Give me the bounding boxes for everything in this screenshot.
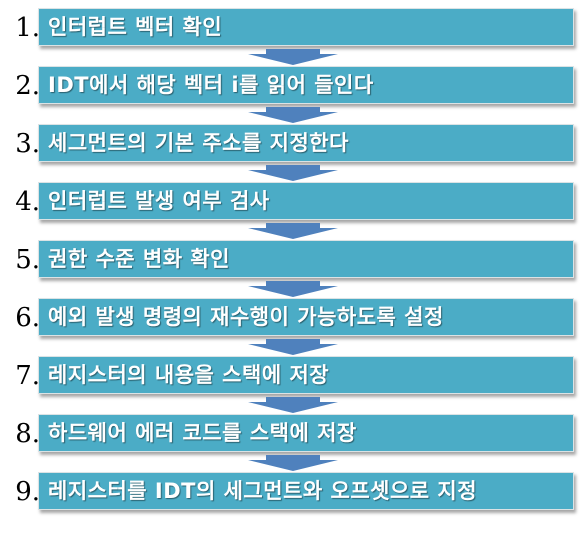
step-4: 4. 인터럽트 발생 여부 검사 — [0, 180, 586, 224]
step-label: 세그먼트의 기본 주소를 지정한다 — [48, 131, 349, 155]
down-arrow-icon — [248, 397, 338, 413]
step-number: 3. — [15, 129, 40, 159]
step-label: 예외 발생 명령의 재수행이 가능하도록 설정 — [48, 305, 444, 329]
step-2: 2. IDT에서 해당 벡터 i를 읽어 들인다 — [0, 64, 586, 108]
step-box: 레지스터의 내용을 스택에 저장 — [38, 356, 574, 394]
down-arrow-icon — [248, 107, 338, 123]
step-label: 레지스터를 IDT의 세그먼트와 오프셋으로 지정 — [48, 479, 478, 503]
step-number: 5. — [15, 245, 40, 275]
step-number: 7. — [15, 361, 40, 391]
step-5: 5. 권한 수준 변화 확인 — [0, 238, 586, 282]
step-number: 8. — [15, 419, 40, 449]
step-7: 7. 레지스터의 내용을 스택에 저장 — [0, 354, 586, 398]
step-1: 1. 인터럽트 벡터 확인 — [0, 6, 586, 50]
step-label: 권한 수준 변화 확인 — [48, 247, 230, 271]
step-label: 하드웨어 에러 코드를 스택에 저장 — [48, 421, 357, 445]
step-number: 1. — [15, 13, 40, 43]
down-arrow-icon — [248, 223, 338, 239]
step-box: 레지스터를 IDT의 세그먼트와 오프셋으로 지정 — [38, 472, 574, 510]
step-6: 6. 예외 발생 명령의 재수행이 가능하도록 설정 — [0, 296, 586, 340]
step-box: 인터럽트 벡터 확인 — [38, 8, 574, 46]
step-number: 6. — [15, 303, 40, 333]
down-arrow-icon — [248, 455, 338, 471]
step-box: 예외 발생 명령의 재수행이 가능하도록 설정 — [38, 298, 574, 336]
step-box: 권한 수준 변화 확인 — [38, 240, 574, 278]
step-box: IDT에서 해당 벡터 i를 읽어 들인다 — [38, 66, 574, 104]
step-label: 인터럽트 벡터 확인 — [48, 15, 223, 39]
step-label: 레지스터의 내용을 스택에 저장 — [48, 363, 330, 387]
down-arrow-icon — [248, 165, 338, 181]
step-8: 8. 하드웨어 에러 코드를 스택에 저장 — [0, 412, 586, 456]
step-9: 9. 레지스터를 IDT의 세그먼트와 오프셋으로 지정 — [0, 470, 586, 514]
step-box: 세그먼트의 기본 주소를 지정한다 — [38, 124, 574, 162]
step-number: 9. — [15, 477, 40, 507]
step-number: 4. — [15, 187, 40, 217]
step-3: 3. 세그먼트의 기본 주소를 지정한다 — [0, 122, 586, 166]
down-arrow-icon — [248, 49, 338, 65]
step-number: 2. — [15, 71, 40, 101]
step-label: 인터럽트 발생 여부 검사 — [48, 189, 270, 213]
down-arrow-icon — [248, 281, 338, 297]
down-arrow-icon — [248, 339, 338, 355]
step-label: IDT에서 해당 벡터 i를 읽어 들인다 — [48, 73, 374, 97]
step-box: 인터럽트 발생 여부 검사 — [38, 182, 574, 220]
step-box: 하드웨어 에러 코드를 스택에 저장 — [38, 414, 574, 452]
